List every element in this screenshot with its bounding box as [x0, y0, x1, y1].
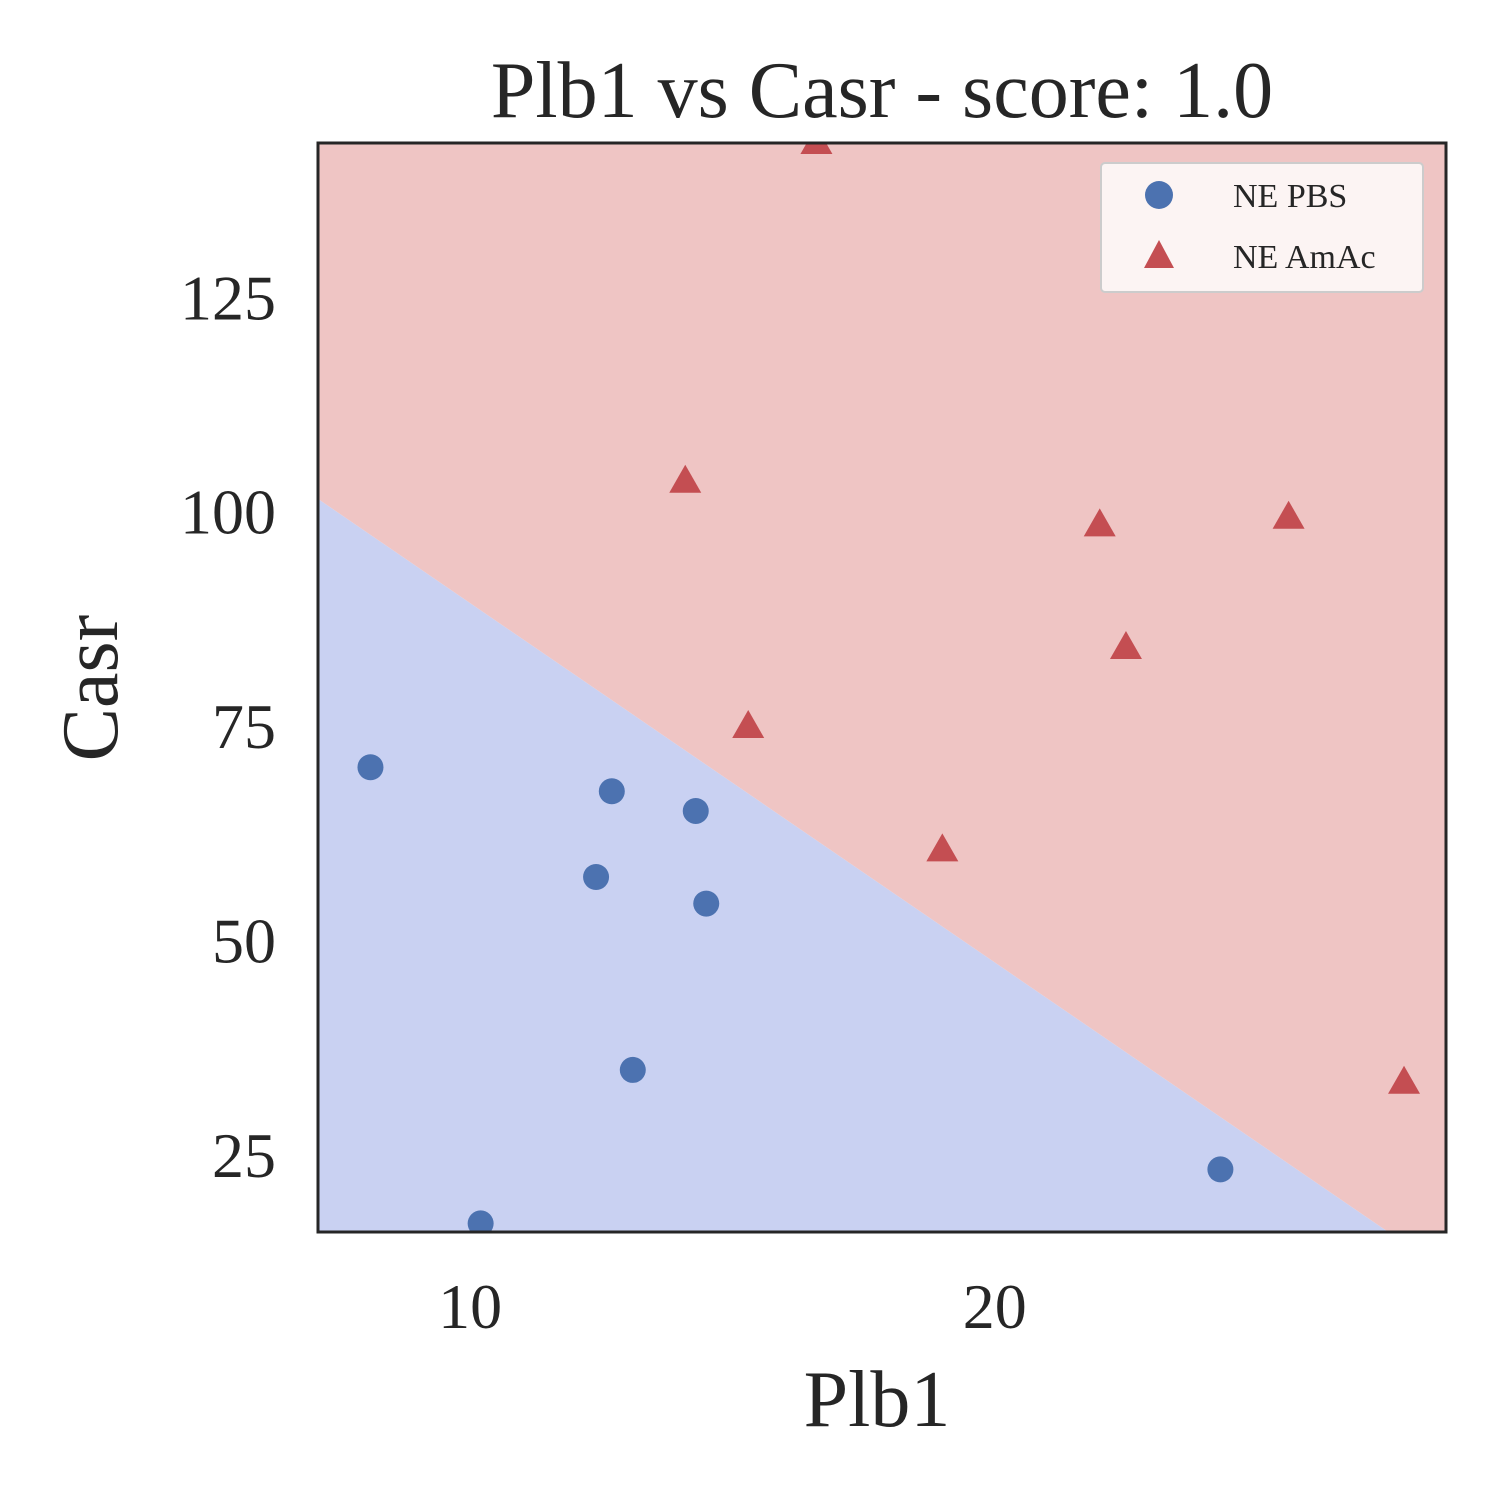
legend-marker-ne-amac [1144, 240, 1174, 268]
y-axis-ticks: 25 50 75 100 125 [180, 262, 276, 1190]
data-point-ne-pbs-4 [619, 1056, 646, 1083]
y-tick-label-50: 50 [212, 905, 276, 976]
x-axis-ticks: 10 20 [438, 1271, 1027, 1342]
legend-label-ne-pbs: NE PBS [1233, 178, 1347, 215]
x-tick-label-10: 10 [438, 1271, 502, 1342]
x-axis-label: Plb1 [804, 1356, 951, 1444]
y-tick-label-125: 125 [180, 262, 276, 333]
series-ne-pbs [357, 754, 1234, 1232]
data-point-ne-amac-5 [1109, 631, 1142, 660]
x-tick-label-20: 20 [963, 1271, 1027, 1342]
data-point-ne-amac-2 [800, 143, 833, 154]
data-point-ne-pbs-7 [1207, 1156, 1234, 1183]
data-point-ne-pbs-6 [693, 890, 720, 917]
data-point-ne-pbs-5 [682, 797, 709, 824]
data-point-ne-pbs-1 [467, 1210, 494, 1232]
data-point-ne-pbs-0 [357, 754, 384, 781]
legend: NE PBS NE AmAc [1100, 162, 1424, 293]
data-point-ne-pbs-2 [583, 864, 610, 891]
chart-title: Plb1 vs Casr - score: 1.0 [491, 47, 1273, 135]
data-point-ne-amac-4 [1083, 508, 1116, 537]
data-point-ne-pbs-3 [598, 778, 625, 805]
data-point-ne-amac-3 [926, 833, 959, 862]
data-point-ne-amac-0 [669, 464, 702, 493]
y-axis-label: Casr [47, 615, 135, 762]
data-point-ne-amac-1 [732, 709, 765, 738]
data-point-ne-amac-6 [1272, 500, 1305, 529]
decision-region-ne-amac [318, 143, 1446, 1232]
y-tick-label-100: 100 [180, 477, 276, 548]
series-ne-amac [669, 143, 1421, 1094]
plot-area [316, 141, 1448, 1234]
legend-label-ne-amac: NE AmAc [1233, 239, 1376, 276]
legend-marker-ne-pbs [1145, 181, 1173, 209]
data-point-ne-amac-7 [1388, 1065, 1421, 1094]
y-tick-label-25: 25 [212, 1120, 276, 1191]
y-tick-label-75: 75 [212, 691, 276, 762]
legend-box [1100, 162, 1424, 293]
plot-frame [316, 141, 1448, 1234]
